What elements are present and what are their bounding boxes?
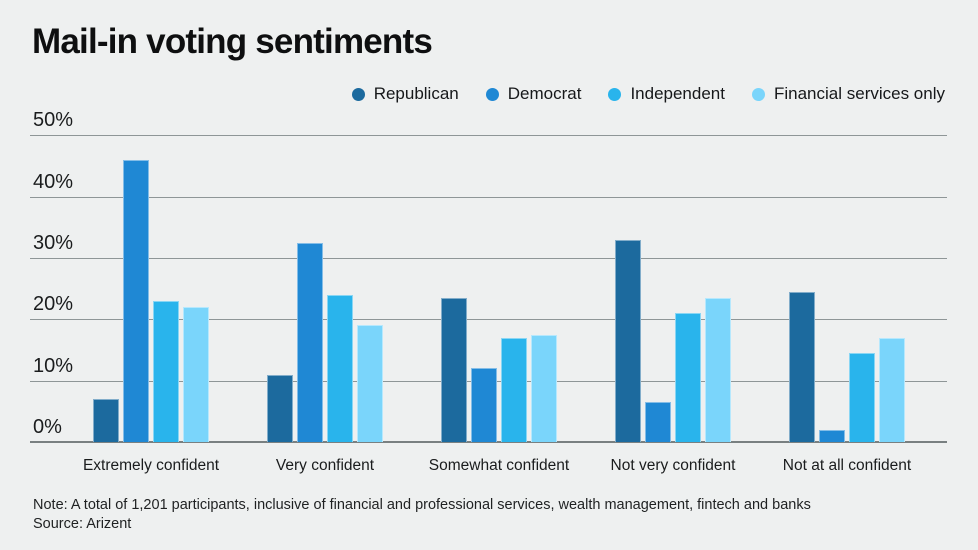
bar-independent-extremely-confident <box>153 300 179 442</box>
legend-dot-icon <box>485 87 499 101</box>
legend-label: Republican <box>373 84 459 103</box>
legend-dot-icon <box>608 87 622 101</box>
bar-democrat-extremely-confident <box>123 159 149 442</box>
bar-financial-services-only-somewhat-confident <box>531 334 557 442</box>
y-axis-tick-label: 50% <box>33 109 74 132</box>
bar-republican-extremely-confident <box>93 399 119 442</box>
bar-democrat-not-at-all-confident <box>819 429 845 442</box>
x-axis-category-label: Extremely confident <box>82 457 220 474</box>
legend-item-financial-services-only: Financial services only <box>751 84 945 104</box>
bar-financial-services-only-not-very-confident <box>705 297 731 442</box>
bar-democrat-not-very-confident <box>645 402 671 442</box>
bar-financial-services-only-very-confident <box>357 325 383 442</box>
gridline <box>30 135 947 137</box>
bar-republican-not-at-all-confident <box>789 291 815 442</box>
footnote: Note: A total of 1,201 participants, inc… <box>33 497 811 513</box>
bar-democrat-very-confident <box>297 242 323 442</box>
x-axis-category-label: Very confident <box>275 457 375 474</box>
legend-dot-icon <box>351 87 365 101</box>
gridline <box>30 257 947 259</box>
y-axis-tick-label: 20% <box>33 293 74 316</box>
bar-financial-services-only-extremely-confident <box>183 307 209 442</box>
legend-item-independent: Independent <box>608 84 725 104</box>
bar-republican-very-confident <box>267 374 293 442</box>
x-axis-category-label: Not at all confident <box>782 457 912 474</box>
chart-title: Mail-in voting sentiments <box>32 22 433 61</box>
y-axis-tick-label: 30% <box>33 231 74 254</box>
bar-financial-services-only-not-at-all-confident <box>879 337 905 442</box>
gridline <box>30 319 947 321</box>
y-axis-tick-label: 10% <box>33 354 74 377</box>
legend-label: Financial services only <box>773 84 945 103</box>
bar-independent-somewhat-confident <box>501 337 527 442</box>
legend-item-republican: Republican <box>351 84 459 104</box>
legend-dot-icon <box>751 87 765 101</box>
legend-item-democrat: Democrat <box>485 84 582 104</box>
x-axis-line <box>30 441 947 443</box>
x-axis-category-label: Somewhat confident <box>428 457 570 474</box>
source-credit: Source: Arizent <box>33 516 132 532</box>
y-axis-tick-label: 0% <box>33 416 62 438</box>
x-axis-category-label: Not very confident <box>610 457 736 474</box>
bar-democrat-somewhat-confident <box>471 368 497 442</box>
gridline <box>30 196 947 198</box>
legend: Republican Democrat Independent Financial s… <box>351 84 945 104</box>
bar-independent-not-very-confident <box>675 313 701 442</box>
bar-republican-somewhat-confident <box>441 297 467 442</box>
bar-independent-very-confident <box>327 294 353 442</box>
legend-label: Independent <box>630 84 725 103</box>
legend-label: Democrat <box>507 84 582 103</box>
bar-republican-not-very-confident <box>615 239 641 442</box>
y-axis-tick-label: 40% <box>33 170 74 193</box>
bar-independent-not-at-all-confident <box>849 353 875 442</box>
